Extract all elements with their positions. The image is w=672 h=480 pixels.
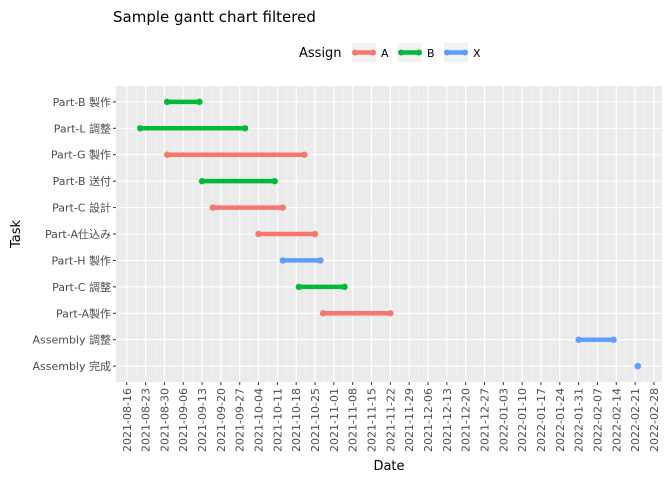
- x-tick-label: 2022-02-28: [648, 388, 661, 452]
- task-bar: [163, 98, 203, 106]
- task-end-point: [634, 362, 641, 370]
- task-end-point: [317, 257, 324, 264]
- x-tick-label: 2021-11-29: [403, 388, 416, 452]
- legend-key-point: [416, 49, 422, 56]
- y-tick-label: Assembly 完成: [32, 359, 111, 373]
- chart-title: Sample gantt chart filtered: [113, 8, 316, 26]
- legend-key-point: [398, 49, 404, 56]
- legend-key-point: [462, 49, 468, 56]
- task-end-point: [311, 230, 319, 238]
- task-end-point: [196, 98, 203, 106]
- task-bar: [255, 230, 319, 238]
- legend-item-x: X: [444, 43, 481, 62]
- x-tick-label: 2022-01-24: [554, 388, 567, 452]
- task-bar: [319, 310, 394, 317]
- y-tick-label: Part-A仕込み: [45, 228, 111, 241]
- y-tick-label: Part-C 調整: [52, 280, 111, 294]
- task-end-point: [387, 310, 394, 317]
- task-bars: [137, 98, 641, 370]
- x-tick-label: 2021-10-25: [309, 388, 322, 452]
- x-tick-label: 2021-10-11: [271, 388, 284, 452]
- x-axis-title: Date: [373, 459, 404, 474]
- x-tick-label: 2022-01-10: [516, 388, 529, 452]
- task-start-point: [209, 204, 217, 211]
- task-end-point: [279, 204, 286, 211]
- x-tick-label: 2021-12-13: [441, 388, 454, 452]
- x-axis: 2021-08-16 2021-08-23 2021-08-30 2021-09-06…: [121, 382, 661, 452]
- legend-key-point: [444, 49, 450, 56]
- task-start-point: [137, 125, 144, 132]
- y-axis: Part-B 製作 Part-L 調整 Part-G 製作 Part-B 送付 Part…: [32, 95, 116, 373]
- task-bar: [575, 336, 617, 343]
- task-end-point: [301, 151, 308, 158]
- x-tick-label: 2021-08-16: [121, 388, 134, 452]
- legend-label: X: [473, 47, 481, 60]
- x-tick-label: 2021-09-06: [177, 388, 190, 452]
- legend-label: A: [381, 47, 389, 60]
- x-tick-label: 2021-12-20: [460, 388, 473, 452]
- task-bar: [209, 204, 286, 211]
- x-tick-label: 2021-08-30: [158, 388, 171, 452]
- x-tick-label: 2021-09-27: [234, 388, 247, 452]
- legend-item-b: B: [398, 43, 435, 62]
- task-bar: [295, 283, 348, 291]
- legend-key-point: [352, 49, 358, 56]
- task-start-point: [198, 177, 206, 185]
- y-axis-title: Task: [9, 220, 24, 250]
- x-tick-label: 2021-10-18: [290, 388, 303, 452]
- x-tick-label: 2022-01-03: [497, 388, 510, 452]
- task-start-point: [163, 151, 171, 158]
- x-tick-label: 2021-11-08: [347, 388, 360, 452]
- x-tick-label: 2021-09-20: [215, 388, 228, 452]
- task-bar: [279, 257, 324, 264]
- x-tick-label: 2021-09-13: [196, 388, 209, 452]
- y-tick-label: Part-B 製作: [53, 95, 111, 109]
- y-tick-label: Part-B 送付: [53, 174, 111, 188]
- y-tick-label: Part-H 製作: [52, 253, 111, 267]
- legend-key-point: [370, 49, 376, 56]
- task-bar: [137, 125, 249, 132]
- x-tick-label: 2021-08-23: [140, 388, 153, 452]
- x-tick-label: 2022-02-07: [591, 388, 604, 452]
- task-bar: [198, 177, 278, 185]
- y-tick-label: Part-L 調整: [54, 121, 111, 135]
- legend-item-a: A: [352, 43, 389, 62]
- task-start-point: [575, 336, 582, 343]
- task-bar: [163, 151, 308, 158]
- x-tick-label: 2022-01-31: [573, 388, 586, 452]
- y-tick-label: Part-C 設計: [52, 201, 111, 215]
- task-end-point: [341, 283, 348, 291]
- y-tick-label: Assembly 調整: [32, 333, 111, 347]
- task-end-point: [610, 336, 617, 343]
- task-start-point: [319, 310, 327, 317]
- task-start-point: [279, 257, 286, 264]
- x-tick-label: 2021-12-06: [422, 388, 435, 452]
- task-end-point: [241, 125, 249, 132]
- x-tick-label: 2022-01-17: [535, 388, 548, 452]
- y-tick-label: Part-G 製作: [51, 148, 111, 162]
- x-tick-label: 2021-11-15: [366, 388, 379, 452]
- task-start-point: [255, 230, 262, 238]
- task-bar: [634, 362, 641, 370]
- legend-title: Assign: [299, 46, 342, 61]
- task-start-point: [163, 98, 171, 106]
- x-tick-label: 2022-02-14: [610, 388, 623, 452]
- x-tick-label: 2021-12-27: [478, 388, 491, 452]
- task-start-point: [295, 283, 303, 291]
- y-tick-label: Part-A製作: [56, 306, 111, 320]
- x-tick-label: 2021-11-01: [328, 388, 341, 452]
- x-tick-label: 2021-11-22: [384, 388, 397, 452]
- x-tick-label: 2021-10-04: [253, 388, 266, 452]
- task-end-point: [271, 177, 278, 185]
- x-tick-label: 2022-02-21: [629, 388, 642, 452]
- legend-label: B: [427, 47, 435, 60]
